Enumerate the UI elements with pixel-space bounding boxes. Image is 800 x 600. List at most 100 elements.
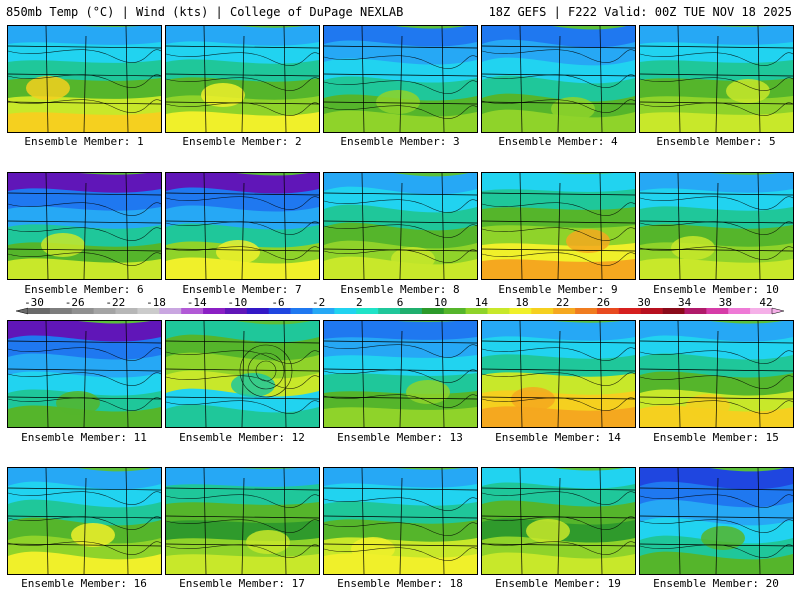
isotherm-contours (8, 49, 161, 113)
colorbar-max-arrow (771, 307, 785, 315)
ensemble-map-panel (639, 25, 794, 133)
ensemble-map-panel (165, 467, 320, 575)
colorbar-tick-label: -26 (65, 296, 85, 309)
ensemble-map-panel (7, 320, 162, 428)
ensemble-member-label: Ensemble Member: 15 (653, 431, 779, 444)
warm-pocket (391, 247, 435, 271)
colorbar-swatch (378, 308, 401, 314)
colorbar-tick-label: 22 (556, 296, 569, 309)
ensemble-map-panel (323, 172, 478, 280)
colorbar-tick-label: 42 (759, 296, 772, 309)
ensemble-map-panel (639, 320, 794, 428)
colorbar-swatch (268, 308, 291, 314)
colorbar-swatch (400, 308, 423, 314)
ensemble-member-label: Ensemble Member: 6 (24, 283, 144, 296)
warm-pocket (71, 523, 115, 547)
warm-pocket (686, 394, 730, 418)
warm-pocket (566, 229, 610, 253)
ensemble-member-label: Ensemble Member: 2 (182, 135, 302, 148)
ensemble-map-panel (7, 172, 162, 280)
colorbar-tick-label: -14 (187, 296, 207, 309)
isotherm-contours (324, 497, 477, 561)
ensemble-member-label: Ensemble Member: 5 (656, 135, 776, 148)
state-boundaries (324, 26, 477, 132)
state-boundaries (482, 173, 635, 279)
colorbar-tick-label: 18 (515, 296, 528, 309)
chart-title: 850mb Temp (°C) | Wind (kts) | College o… (6, 5, 404, 19)
ensemble-member-label: Ensemble Member: 19 (495, 577, 621, 590)
colorbar-swatch (640, 308, 663, 314)
colorbar-swatch (596, 308, 620, 314)
ensemble-member-label: Ensemble Member: 18 (337, 577, 463, 590)
ensemble-member-label: Ensemble Member: 7 (182, 283, 302, 296)
ensemble-map-panel (481, 25, 636, 133)
warm-pocket (551, 97, 595, 121)
warm-pocket (26, 76, 70, 100)
isotherm-contours (482, 202, 635, 266)
state-boundaries (640, 26, 793, 132)
isotherm-contours (8, 202, 161, 266)
ensemble-map-panel (639, 467, 794, 575)
colorbar-swatch (115, 308, 138, 314)
colorbar-swatch (181, 308, 204, 314)
colorbar-swatch (312, 308, 335, 314)
ensemble-member-label: Ensemble Member: 3 (340, 135, 460, 148)
ensemble-member-label: Ensemble Member: 1 (24, 135, 144, 148)
colorbar-swatch (203, 308, 226, 314)
ensemble-member-label: Ensemble Member: 20 (653, 577, 779, 590)
model-run-info: 18Z GEFS | F222 Valid: 00Z TUE NOV 18 20… (488, 5, 792, 19)
colorbar-swatch (728, 308, 751, 314)
colorbar-swatch (531, 308, 554, 314)
state-boundaries (482, 321, 635, 427)
colorbar-swatch (618, 308, 642, 314)
colorbar-swatch (575, 308, 598, 314)
colorbar-swatch (246, 308, 270, 314)
isotherm-contours (166, 52, 319, 116)
warm-pocket (201, 83, 245, 107)
isotherm-contours (482, 347, 635, 411)
isotherm-contours (166, 494, 319, 558)
ensemble-map-panel (323, 25, 478, 133)
ensemble-member-label: Ensemble Member: 9 (498, 283, 618, 296)
colorbar-tick-label: -22 (105, 296, 125, 309)
state-boundaries (324, 468, 477, 574)
colorbar-swatch (662, 308, 685, 314)
colorbar-swatch (706, 308, 729, 314)
colorbar-swatch (356, 308, 379, 314)
ensemble-member-label: Ensemble Member: 17 (179, 577, 305, 590)
colorbar-tick-label: -30 (24, 296, 44, 309)
warm-pocket (376, 90, 420, 114)
isotherm-contours (8, 347, 161, 411)
isotherm-contours (324, 55, 477, 119)
ensemble-map-panel (639, 172, 794, 280)
colorbar-swatch (28, 308, 51, 314)
isotherm-contours (640, 350, 793, 414)
ensemble-map-panel (481, 172, 636, 280)
colorbar-tick-label: 26 (597, 296, 610, 309)
ensemble-member-label: Ensemble Member: 10 (653, 283, 779, 296)
isotherm-contours (640, 494, 793, 558)
isotherm-contours (166, 196, 319, 260)
warm-pocket (701, 526, 745, 550)
colorbar-tick-label: 6 (397, 296, 404, 309)
colorbar-swatch (421, 308, 445, 314)
colorbar-swatch (553, 308, 576, 314)
colorbar-swatch (334, 308, 357, 314)
temperature-colorbar: -30 -26 -22 -18 -14 -10 -6 -2 2 6 10 14 18 22 26 30 34 38… (15, 296, 785, 315)
colorbar-swatch (93, 308, 116, 314)
colorbar-swatch (487, 308, 510, 314)
colorbar-swatch (290, 308, 313, 314)
state-boundaries (8, 321, 161, 427)
warm-pocket (246, 530, 290, 554)
isotherm-contours (324, 344, 477, 408)
colorbar-tick-label: 38 (719, 296, 732, 309)
isotherm-contours (640, 196, 793, 260)
colorbar-swatch (509, 308, 532, 314)
ensemble-map-panel (323, 320, 478, 428)
colorbar-swatch (684, 308, 707, 314)
colorbar-tick-label: 30 (637, 296, 650, 309)
colorbar-tick-label: -6 (271, 296, 284, 309)
warm-pocket (231, 373, 275, 397)
colorbar-swatch (750, 308, 773, 314)
warm-pocket (216, 240, 260, 264)
